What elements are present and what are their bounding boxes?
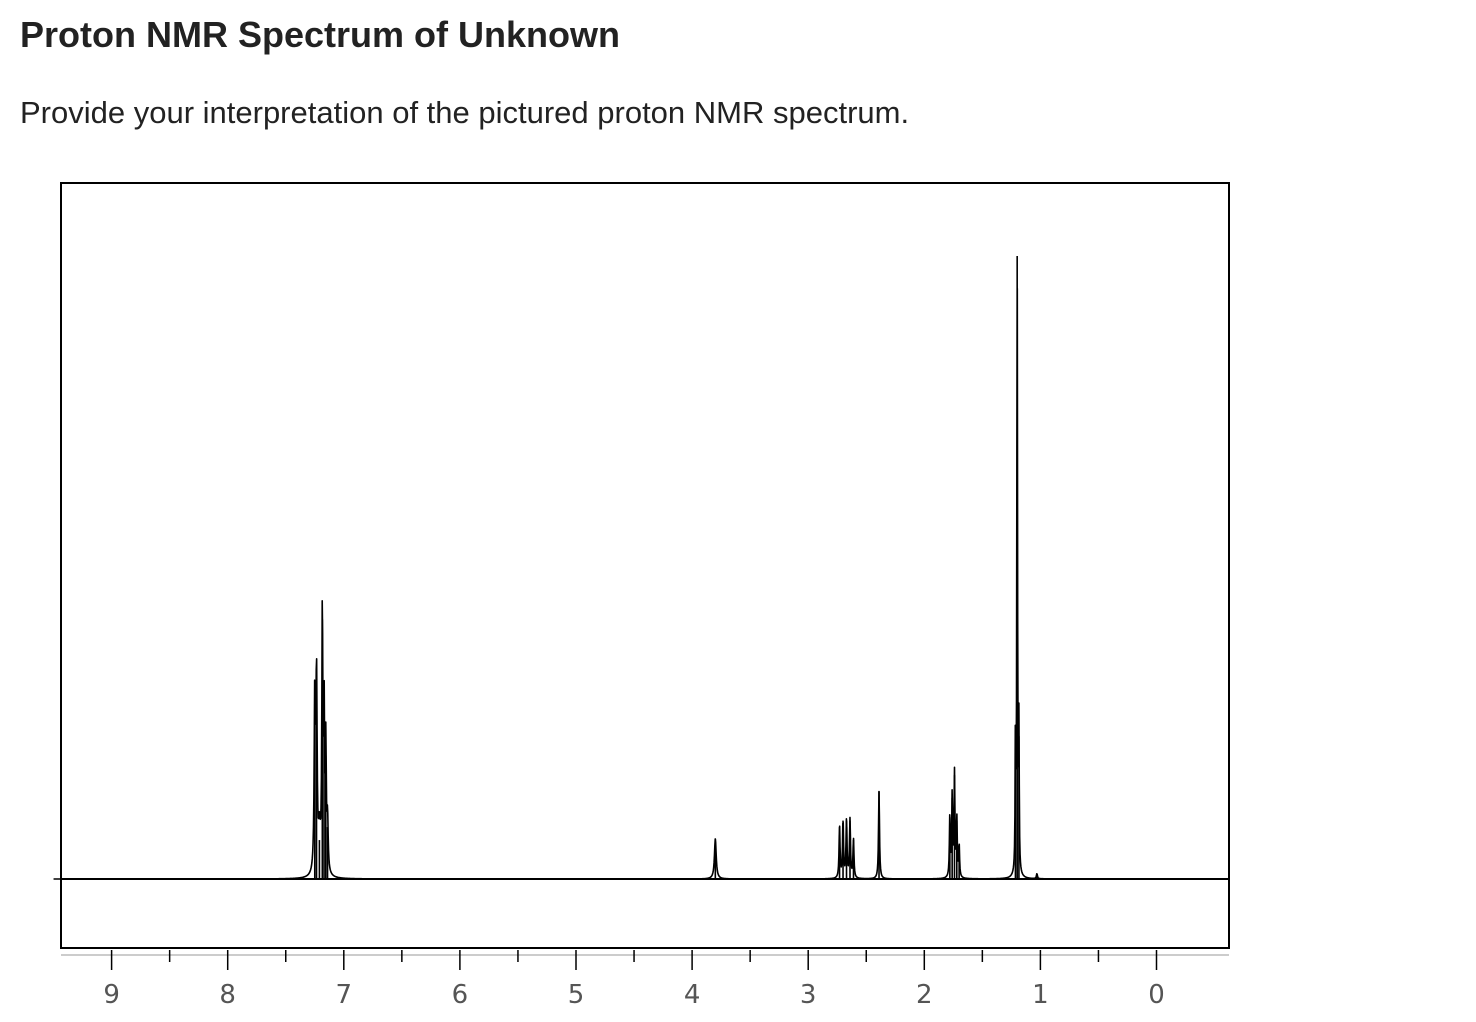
- tick-label: 4: [684, 980, 701, 1010]
- plot-frame: [60, 182, 1230, 949]
- tick-label: 2: [916, 980, 933, 1010]
- tick-label-group: 9 8 7 6 5 4 3 2 1 0: [103, 980, 1164, 1010]
- peak-group: [313, 255, 1038, 879]
- question-title: Proton NMR Spectrum of Unknown: [20, 14, 620, 55]
- tick-label: 3: [800, 980, 817, 1010]
- tick-label: 7: [336, 980, 353, 1010]
- tick-label: 1: [1032, 980, 1049, 1010]
- tick-label: 9: [103, 980, 120, 1010]
- tick-group: [110, 950, 1158, 970]
- tick-label: 0: [1148, 980, 1165, 1010]
- tick-label: 5: [568, 980, 585, 1010]
- tick-label: 6: [452, 980, 469, 1010]
- question-prompt: Provide your interpretation of the pictu…: [20, 95, 910, 130]
- spectrum-trace: [53, 287, 1088, 880]
- tick-label: 8: [219, 980, 236, 1010]
